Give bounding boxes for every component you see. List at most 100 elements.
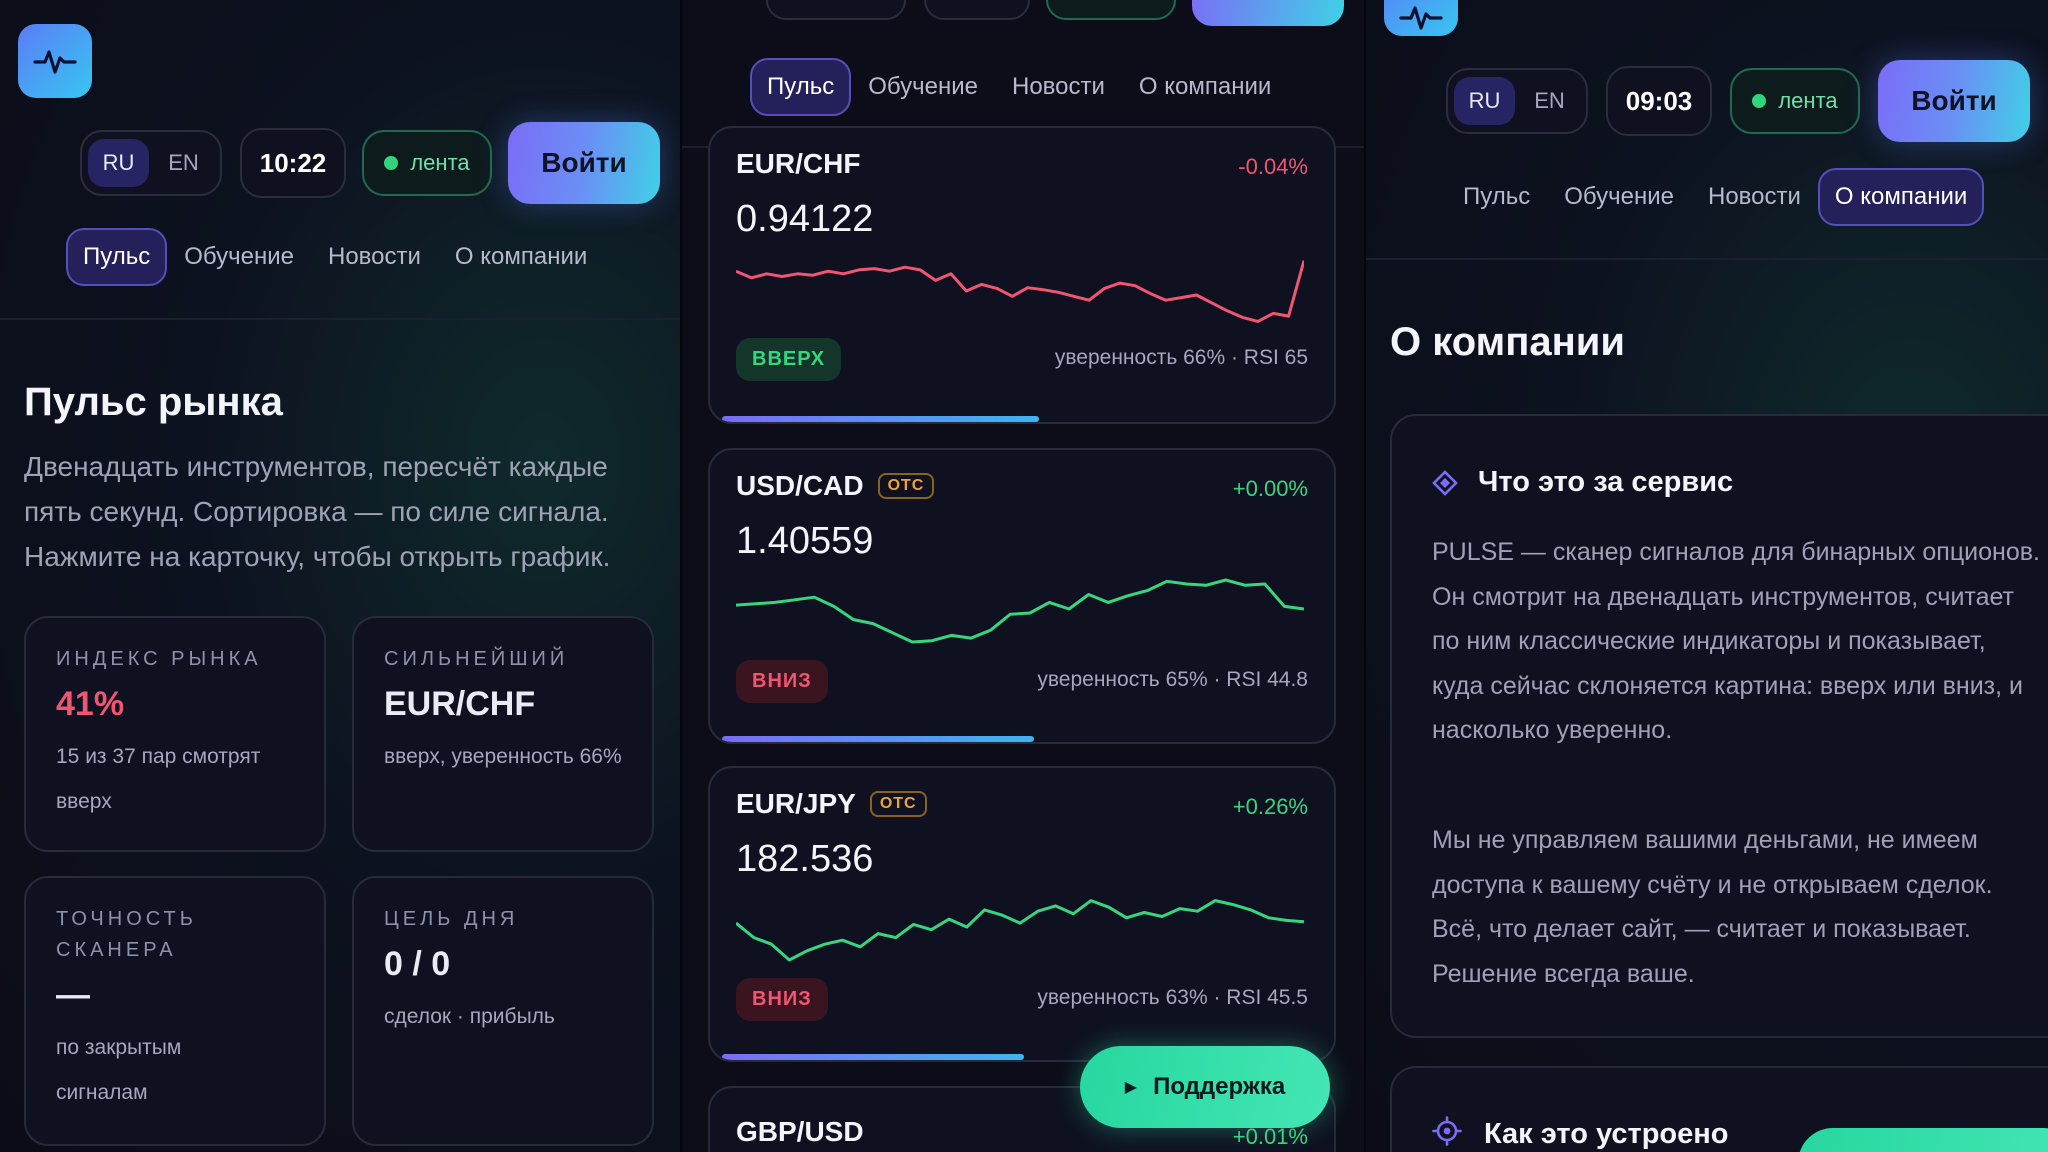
- clock-time: 10:22: [259, 147, 327, 178]
- nav-news[interactable]: Новости: [327, 243, 421, 270]
- page-title: Пульс рынка: [24, 380, 283, 424]
- language-switch: RU EN: [80, 130, 222, 196]
- stat-desc: сделок · прибыль: [384, 1005, 555, 1028]
- stat-label: ТОЧНОСТЬ СКАНЕРА: [56, 908, 197, 961]
- login-button[interactable]: Войти: [508, 122, 660, 204]
- live-dot-icon: [1752, 94, 1767, 108]
- sparkline-path: [736, 899, 1304, 962]
- lang-en-button[interactable]: EN: [1534, 88, 1565, 113]
- panel-divider: [1364, 0, 1366, 1152]
- pair-name: EUR/CHF: [736, 148, 860, 180]
- stat-desc: по закрытым сигналам: [56, 1036, 182, 1104]
- stat-value: —: [56, 976, 90, 1014]
- header-divider: [1366, 258, 2048, 260]
- stat-label: ЦЕЛЬ ДНЯ: [384, 908, 519, 930]
- nav-pulse[interactable]: Пульс: [66, 228, 168, 286]
- section-title: Что это за сервис: [1478, 466, 1734, 498]
- header-divider: [0, 318, 680, 320]
- support-button[interactable]: ▶ Поддержка: [1080, 1046, 1330, 1128]
- sparkline-chart: [736, 899, 1304, 962]
- diamond-icon: [1432, 470, 1458, 496]
- feed-toggle[interactable]: лента: [1730, 68, 1860, 134]
- pair-name: GBP/USD: [736, 1116, 864, 1148]
- stat-market-index: ИНДЕКС РЫНКА 41% 15 из 37 пар смотрят вв…: [24, 616, 326, 852]
- feed-partial[interactable]: [1046, 0, 1176, 20]
- sparkline-path: [736, 260, 1304, 323]
- pair-label: EUR/CHF: [736, 148, 861, 179]
- gear-icon: [1432, 1116, 1462, 1146]
- nav-pulse[interactable]: Пульс: [1463, 183, 1531, 210]
- pair-label: GBP/USD: [736, 1116, 864, 1147]
- panel-market-pulse: RU EN 10:22 лента Войти Пульс Обучение Н…: [0, 0, 680, 1152]
- clock: 10:22: [240, 128, 346, 198]
- floating-button-partial[interactable]: [1798, 1128, 2048, 1152]
- stat-strongest: СИЛЬНЕЙШИЙ EUR/CHF вверх, уверенность 66…: [352, 616, 654, 852]
- clock-partial: [924, 0, 1030, 20]
- direction-badge: ВНИЗ: [736, 660, 828, 703]
- panel-about: RU EN 09:03 лента Войти Пульс Обучение Н…: [1366, 0, 2048, 1152]
- main-nav: Пульс Обучение Новости О компании: [66, 228, 604, 286]
- sparkline-chart: [736, 578, 1304, 644]
- stat-value: EUR/CHF: [384, 685, 536, 723]
- stat-daily-goal: ЦЕЛЬ ДНЯ 0 / 0 сделок · прибыль: [352, 876, 654, 1146]
- confidence-text: уверенность 66% · RSI 65: [1054, 346, 1308, 369]
- lang-switch-partial[interactable]: [766, 0, 906, 20]
- main-nav: Пульс Обучение Новости О компании: [750, 58, 1288, 116]
- language-switch: RU EN: [1446, 68, 1588, 134]
- sparkline-chart: [736, 260, 1304, 323]
- otc-badge: OTC: [877, 473, 935, 499]
- lang-ru-button[interactable]: RU: [1454, 77, 1515, 125]
- login-button[interactable]: Войти: [1878, 60, 2030, 142]
- section-paragraph: PULSE — сканер сигналов для бинарных опц…: [1432, 538, 2040, 744]
- nav-about[interactable]: О компании: [1817, 168, 1985, 226]
- live-dot-icon: [384, 156, 399, 170]
- stat-label: СИЛЬНЕЙШИЙ: [384, 648, 569, 670]
- nav-learning[interactable]: Обучение: [1564, 183, 1674, 210]
- confidence-bar: [722, 416, 1039, 422]
- nav-news[interactable]: Новости: [1011, 73, 1105, 100]
- clock-time: 09:03: [1625, 85, 1693, 116]
- instrument-card-usdcad[interactable]: USD/CAD OTC +0.00% 1.40559 ВНИЗ увереннос…: [708, 448, 1336, 744]
- lang-en-button[interactable]: EN: [168, 150, 199, 175]
- confidence-bar: [722, 1054, 1024, 1060]
- page-lead: Двенадцать инструментов, пересчёт каждые…: [24, 451, 611, 572]
- pulse-icon: [1399, 6, 1443, 30]
- stat-desc: вверх, уверенность 66%: [384, 745, 622, 768]
- instrument-card-eurchf[interactable]: EUR/CHF -0.04% 0.94122 ВВЕРХ уверенность…: [708, 126, 1336, 424]
- pair-name: EUR/JPY OTC: [736, 788, 927, 820]
- section-title: Как это устроено: [1484, 1118, 1729, 1150]
- price-change: +0.00%: [1232, 476, 1308, 501]
- logo[interactable]: [1384, 0, 1458, 36]
- pulse-icon: [33, 50, 77, 74]
- login-button-partial[interactable]: [1192, 0, 1344, 26]
- nav-about[interactable]: О компании: [454, 243, 588, 270]
- feed-toggle[interactable]: лента: [362, 130, 492, 196]
- feed-label: лента: [410, 150, 470, 175]
- confidence-bar: [722, 736, 1034, 742]
- sparkline-path: [736, 578, 1304, 644]
- pair-name: USD/CAD OTC: [736, 470, 935, 502]
- nav-learning[interactable]: Обучение: [868, 73, 978, 100]
- nav-news[interactable]: Новости: [1707, 183, 1801, 210]
- nav-learning[interactable]: Обучение: [184, 243, 294, 270]
- logo[interactable]: [18, 24, 92, 98]
- panel-divider: [680, 0, 682, 1152]
- play-icon: ▶: [1124, 1079, 1138, 1096]
- support-label: Поддержка: [1153, 1073, 1286, 1100]
- price-change: +0.01%: [1232, 1124, 1308, 1149]
- stat-value: 0 / 0: [384, 945, 451, 983]
- page-title: О компании: [1390, 320, 1625, 364]
- pair-label: USD/CAD: [736, 470, 864, 501]
- panel-instrument-list: Пульс Обучение Новости О компании EUR/CH…: [682, 0, 1364, 1152]
- stat-label: ИНДЕКС РЫНКА: [56, 648, 262, 670]
- nav-pulse[interactable]: Пульс: [750, 58, 852, 116]
- nav-about[interactable]: О компании: [1138, 73, 1272, 100]
- price: 1.40559: [736, 520, 874, 562]
- section-what-is-service: Что это за сервис PULSE — сканер сигнало…: [1390, 414, 2048, 1038]
- instrument-card-eurjpy[interactable]: EUR/JPY OTC +0.26% 182.536 ВНИЗ увереннос…: [708, 766, 1336, 1062]
- lang-ru-button[interactable]: RU: [88, 139, 149, 187]
- stat-scanner-accuracy: ТОЧНОСТЬ СКАНЕРА — по закрытым сигналам: [24, 876, 326, 1146]
- price-change: +0.26%: [1232, 794, 1308, 819]
- price: 182.536: [736, 838, 874, 880]
- stat-value: 41%: [56, 685, 125, 723]
